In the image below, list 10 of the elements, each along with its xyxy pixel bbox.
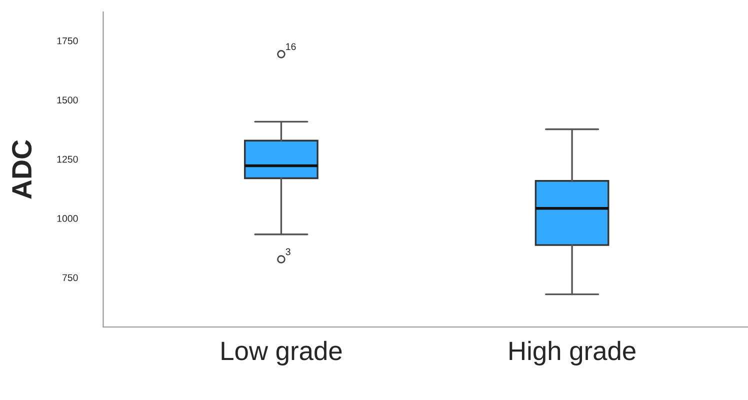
y-tick-label: 1250	[57, 156, 78, 163]
annotation: 16	[286, 43, 296, 50]
y-tick-label: 1500	[57, 96, 78, 104]
y-tick-label: 1000	[57, 215, 78, 222]
annotation: 3	[286, 248, 290, 256]
y-axis-title: ADC	[12, 140, 32, 199]
y-tick-label: 1750	[57, 37, 78, 44]
x-tick-label: High grade	[510, 340, 636, 366]
x-tick-label: Low grade	[222, 340, 342, 366]
y-tick-label: 750	[62, 274, 78, 282]
